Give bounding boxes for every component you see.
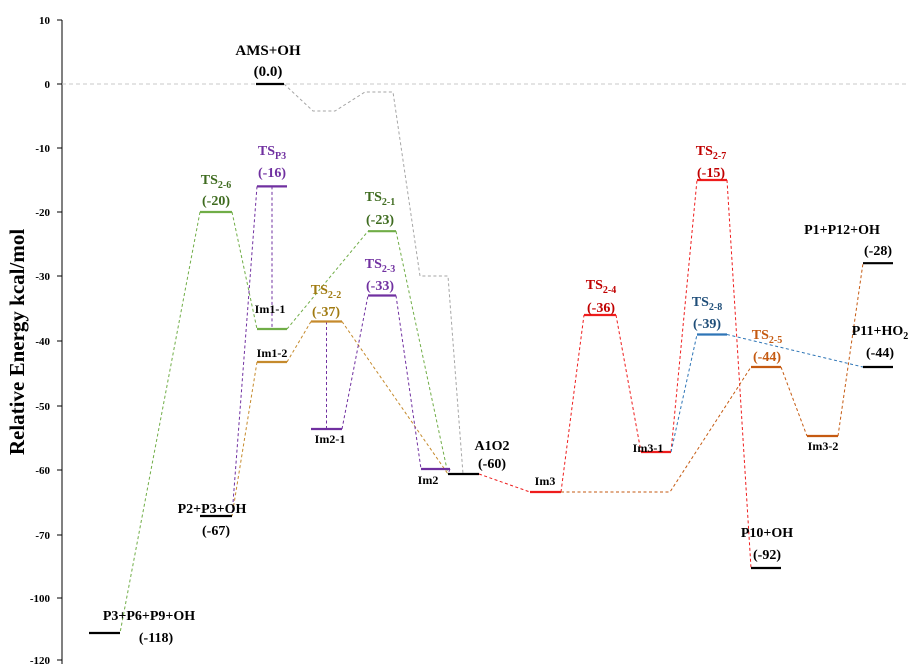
connection-line (670, 334, 698, 453)
connection-line (780, 366, 808, 437)
level-name-a1o2: A1O2 (475, 439, 510, 454)
level-name-im1_2: Im1-2 (257, 346, 288, 360)
connection-line (560, 314, 585, 493)
connection-line (231, 211, 258, 330)
level-name-im3_2: Im3-2 (808, 439, 839, 453)
level-value-ts2_1: (-23) (366, 213, 394, 228)
level-name-p2_p3_oh: P2+P3+OH (178, 502, 247, 517)
level-value-p2_p3_oh: (-67) (202, 524, 230, 539)
connection-line (395, 231, 449, 475)
level-labels: AMS+OH (0.0) TS2-6 (-20) TSP3 (-16) Im1-1 Im1-2… (103, 43, 908, 646)
level-value-ts2_8: (-39) (693, 317, 721, 332)
y-tick-label: -100 (30, 593, 51, 605)
y-tick-label: -10 (35, 143, 50, 155)
y-tick-label: -30 (35, 271, 50, 283)
level-name-ts2_2: TS2-2 (311, 283, 341, 301)
level-value-ts2_7: (-15) (697, 166, 725, 181)
level-name-tsp3: TSP3 (258, 144, 286, 162)
level-value-ts2_3: (-33) (366, 279, 394, 294)
connection-line (119, 211, 201, 634)
connection-line (395, 295, 422, 470)
level-value-ts2_2: (-37) (312, 305, 340, 320)
level-value-a1o2: (-60) (478, 457, 506, 472)
level-value-p3_p6_p9_oh: (-118) (139, 631, 174, 646)
level-name-ts2_4: TS2-4 (586, 278, 616, 296)
level-name-im3_1: Im3-1 (633, 441, 664, 455)
energy-levels (89, 82, 893, 635)
level-name-p10_oh: P10+OH (741, 526, 793, 541)
connection-lines (119, 83, 864, 634)
level-name-ts2_3: TS2-3 (365, 257, 395, 275)
y-tick-label: -50 (35, 401, 50, 413)
y-tick-label: -20 (35, 207, 50, 219)
level-name-ts2_1: TS2-1 (365, 190, 395, 208)
level-value-ts2_6: (-20) (202, 194, 230, 209)
level-value-ams_oh: (0.0) (254, 64, 283, 80)
level-name-im2: Im2 (418, 473, 439, 487)
y-tick-label: 10 (39, 15, 51, 27)
level-name-ts2_7: TS2-7 (696, 144, 726, 162)
level-name-ts2_5: TS2-5 (752, 328, 782, 346)
level-value-ts2_4: (-36) (587, 301, 615, 316)
level-name-p3_p6_p9_oh: P3+P6+P9+OH (103, 609, 195, 624)
connection-line (283, 83, 464, 475)
connection-line (726, 179, 752, 569)
connection-line (286, 321, 312, 363)
connection-line (726, 334, 864, 368)
level-name-p11_ho2: P11+HO2 (852, 324, 909, 342)
connection-line (286, 230, 369, 330)
level-name-im2_1: Im2-1 (315, 432, 346, 446)
connection-line (478, 473, 531, 493)
connection-line (670, 179, 698, 453)
level-value-p10_oh: (-92) (753, 548, 781, 563)
y-axis-title: Relative Energy kcal/mol (5, 229, 29, 455)
level-name-ts2_8: TS2-8 (692, 295, 722, 313)
level-name-ams_oh: AMS+OH (235, 43, 301, 59)
connection-line (615, 314, 642, 453)
connection-line (231, 361, 258, 517)
level-value-tsp3: (-16) (258, 166, 286, 181)
connection-line (561, 366, 752, 493)
level-name-p1_p12_oh: P1+P12+OH (804, 223, 880, 238)
y-ticks: 10 0 -10 -20 -30 -40 -50 -60 -70 -100 -1… (30, 15, 62, 664)
level-value-p11_ho2: (-44) (866, 346, 894, 361)
y-tick-label: -120 (30, 655, 51, 664)
level-value-p1_p12_oh: (-28) (864, 244, 892, 259)
connection-line (231, 186, 258, 517)
y-tick-label: -40 (35, 336, 50, 348)
y-tick-label: -60 (35, 465, 50, 477)
level-name-im1_1: Im1-1 (255, 302, 286, 316)
level-value-ts2_5: (-44) (753, 350, 781, 365)
y-tick-label: -70 (35, 530, 50, 542)
connection-line (341, 295, 369, 430)
connection-line (837, 263, 864, 437)
level-name-ts2_6: TS2-6 (201, 173, 231, 191)
connection-line (341, 321, 449, 475)
level-name-im3: Im3 (535, 474, 556, 488)
y-tick-label: 0 (45, 79, 51, 91)
